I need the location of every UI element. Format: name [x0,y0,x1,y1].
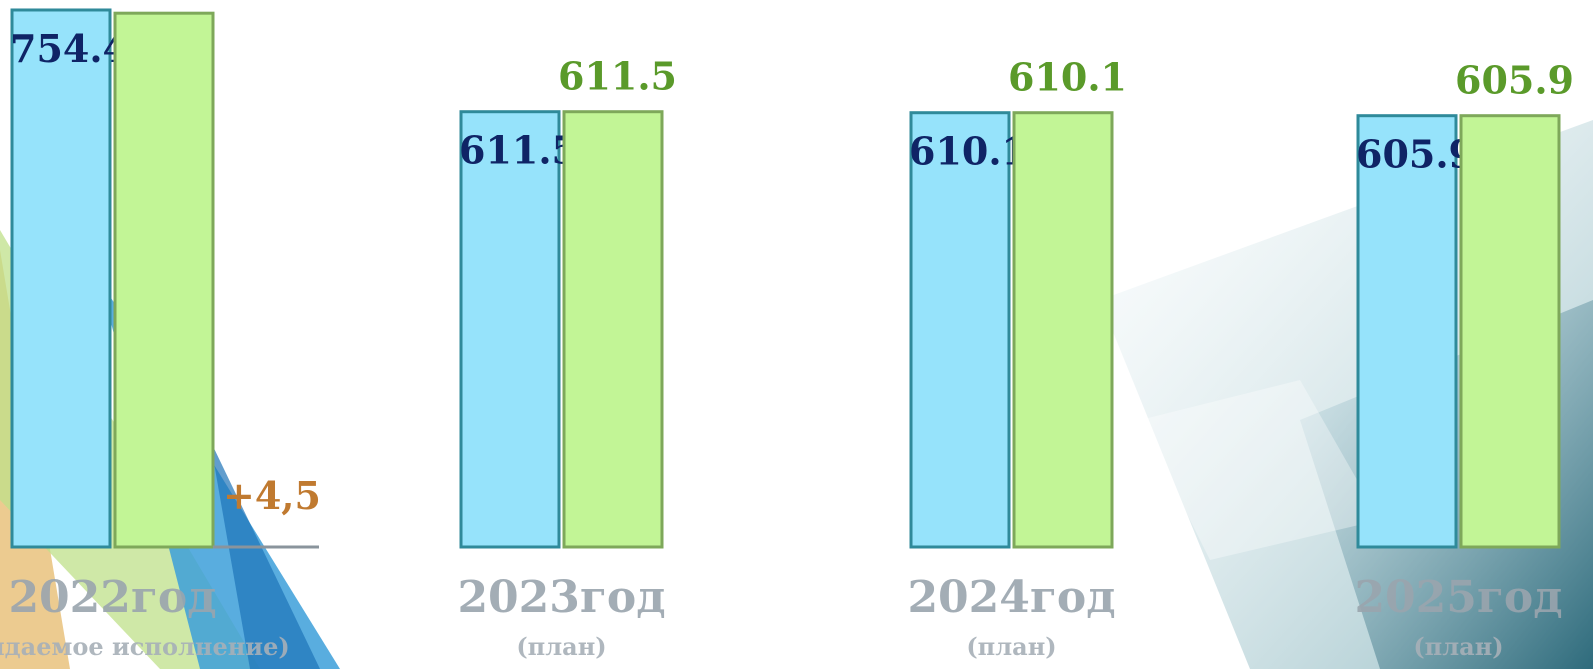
bar-2025-series1 [1356,114,1458,549]
category-label-2022: 2022год [8,572,216,623]
bar-2022-series1 [10,8,112,549]
data-label-2022-series1: 754.4 [10,26,129,71]
category-sublabel-2023: (план) [516,632,606,661]
data-label-2023-series1: 611.5 [459,128,578,173]
bar-2024-series2 [1012,111,1114,549]
blue-stripe-dark [210,440,320,669]
category-sublabel-2025: (план) [1413,632,1503,661]
data-label-2023-series2: 611.5 [558,54,677,99]
bar-2023-series1 [459,110,561,549]
bar-2023-series2 [562,110,664,549]
data-label-2025-series1: 605.9 [1356,132,1475,177]
category-label-2024: 2024год [907,572,1115,623]
data-label-2024-series2: 610.1 [1008,55,1127,100]
bar-2025-series2 [1459,114,1561,549]
category-sublabel-2024: (план) [966,632,1056,661]
category-label-2025: 2025год [1354,572,1562,623]
data-label-2024-series1: 610.1 [909,129,1028,174]
data-label-2025-series2: 605.9 [1455,58,1574,103]
category-label-2023: 2023год [457,572,665,623]
annotation-label-2022: +4,5 [223,473,321,518]
glass-panel [1140,380,1380,560]
category-sublabel-2022: (ожидаемое исполнение) [0,632,290,661]
bar-2022-series2 [113,11,215,549]
bar-2024-series1 [909,111,1011,549]
